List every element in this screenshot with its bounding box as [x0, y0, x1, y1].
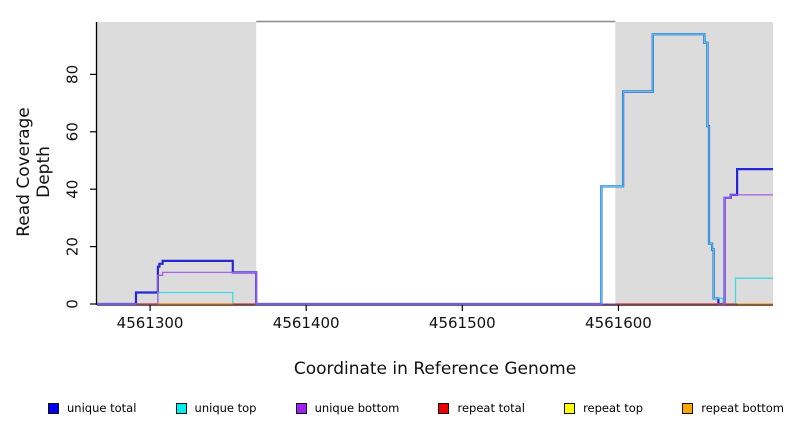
legend-item-repeat-bottom: repeat bottom	[682, 401, 784, 415]
x-tick-label: 4561600	[585, 314, 652, 332]
legend-label: repeat bottom	[701, 401, 784, 415]
legend-item-unique-top: unique top	[175, 401, 257, 415]
covered-region-shading	[615, 22, 773, 304]
legend-item-repeat-top: repeat top	[564, 401, 643, 415]
y-tick-label: 20	[63, 237, 81, 256]
covered-region-shading	[97, 22, 257, 304]
legend-item-repeat-total: repeat total	[438, 401, 525, 415]
y-tick-label: 40	[63, 180, 81, 199]
x-tick-label: 4561400	[273, 314, 340, 332]
y-tick-label: 0	[63, 299, 81, 309]
series-line-unique-bottom	[97, 194, 773, 305]
legend-label: repeat top	[583, 401, 644, 415]
legend-swatch-icon	[564, 402, 576, 414]
legend-label: unique bottom	[314, 401, 400, 415]
legend-swatch-icon	[175, 402, 187, 414]
legend-item-unique-bottom: unique bottom	[295, 401, 400, 415]
x-tick-label: 4561500	[429, 314, 496, 332]
legend-label: repeat total	[457, 401, 525, 415]
legend-item-unique-total: unique total	[48, 401, 136, 415]
legend-label: unique top	[194, 401, 257, 415]
x-axis-title: Coordinate in Reference Genome	[293, 359, 577, 379]
y-tick-label: 80	[63, 65, 81, 84]
x-tick-label: 4561300	[117, 314, 184, 332]
legend-label: unique total	[67, 401, 137, 415]
legend-swatch-icon	[295, 402, 307, 414]
legend-swatch-icon	[438, 402, 450, 414]
y-tick-label: 60	[63, 122, 81, 141]
legend: unique total unique top unique bottom repea…	[48, 397, 784, 419]
legend-swatch-icon	[682, 402, 694, 414]
y-axis-title: Read Coverage Depth	[14, 107, 54, 237]
legend-swatch-icon	[48, 402, 59, 414]
